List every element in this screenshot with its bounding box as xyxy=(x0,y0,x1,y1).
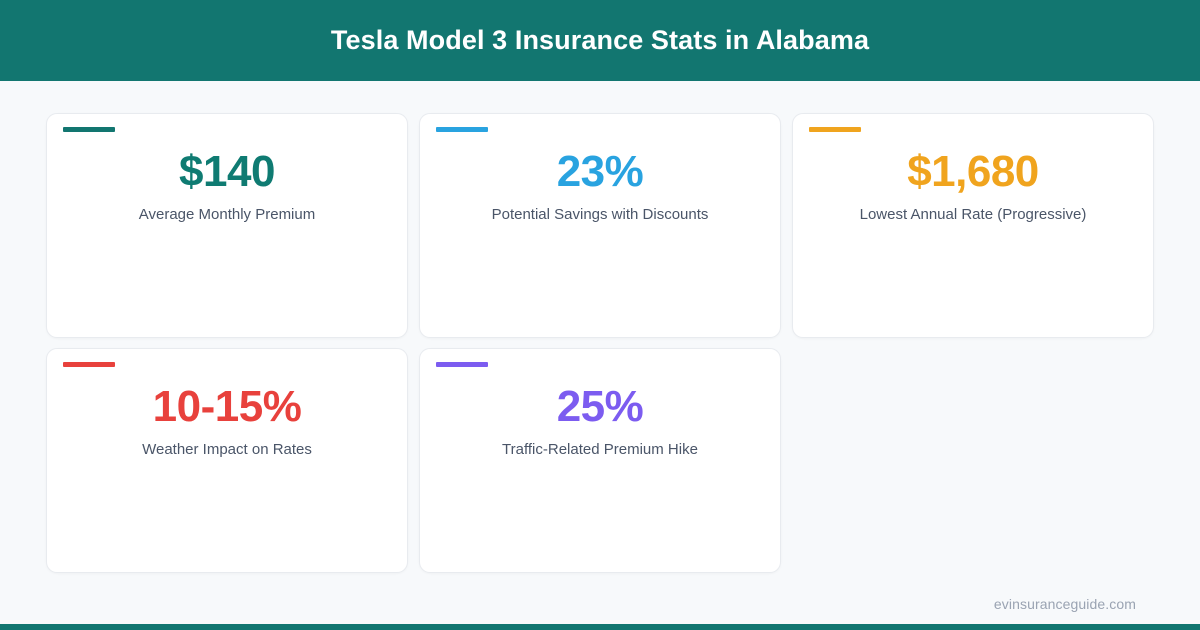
stat-card-lowest-annual-rate: $1,680 Lowest Annual Rate (Progressive) xyxy=(792,113,1154,338)
accent-bar xyxy=(63,362,115,367)
stats-row-1: $140 Average Monthly Premium 23% Potenti… xyxy=(46,113,1154,338)
footer-watermark: evinsuranceguide.com xyxy=(993,596,1136,612)
stat-value: $140 xyxy=(179,147,275,196)
page-title: Tesla Model 3 Insurance Stats in Alabama xyxy=(330,25,870,55)
row-spacer xyxy=(792,348,1154,573)
accent-bar xyxy=(436,127,488,132)
footer-accent-bar xyxy=(0,624,1200,630)
stat-card-weather-impact: 10-15% Weather Impact on Rates xyxy=(46,348,408,573)
accent-bar xyxy=(63,127,115,132)
stat-card-traffic-premium-hike: 25% Traffic-Related Premium Hike xyxy=(419,348,781,573)
stat-value: 23% xyxy=(556,147,644,196)
stat-label: Average Monthly Premium xyxy=(138,206,316,224)
header-banner: Tesla Model 3 Insurance Stats in Alabama xyxy=(0,0,1200,81)
stats-grid: $140 Average Monthly Premium 23% Potenti… xyxy=(0,81,1200,573)
stat-value: $1,680 xyxy=(907,147,1039,196)
stat-label: Lowest Annual Rate (Progressive) xyxy=(859,206,1087,224)
stat-card-average-monthly-premium: $140 Average Monthly Premium xyxy=(46,113,408,338)
stat-label: Weather Impact on Rates xyxy=(142,441,312,459)
stats-row-2: 10-15% Weather Impact on Rates 25% Traff… xyxy=(46,348,1154,573)
stat-card-potential-savings: 23% Potential Savings with Discounts xyxy=(419,113,781,338)
stat-value: 10-15% xyxy=(152,382,302,431)
stat-label: Traffic-Related Premium Hike xyxy=(502,441,698,459)
stat-value: 25% xyxy=(556,382,644,431)
accent-bar xyxy=(809,127,861,132)
stat-label: Potential Savings with Discounts xyxy=(491,206,709,224)
accent-bar xyxy=(436,362,488,367)
